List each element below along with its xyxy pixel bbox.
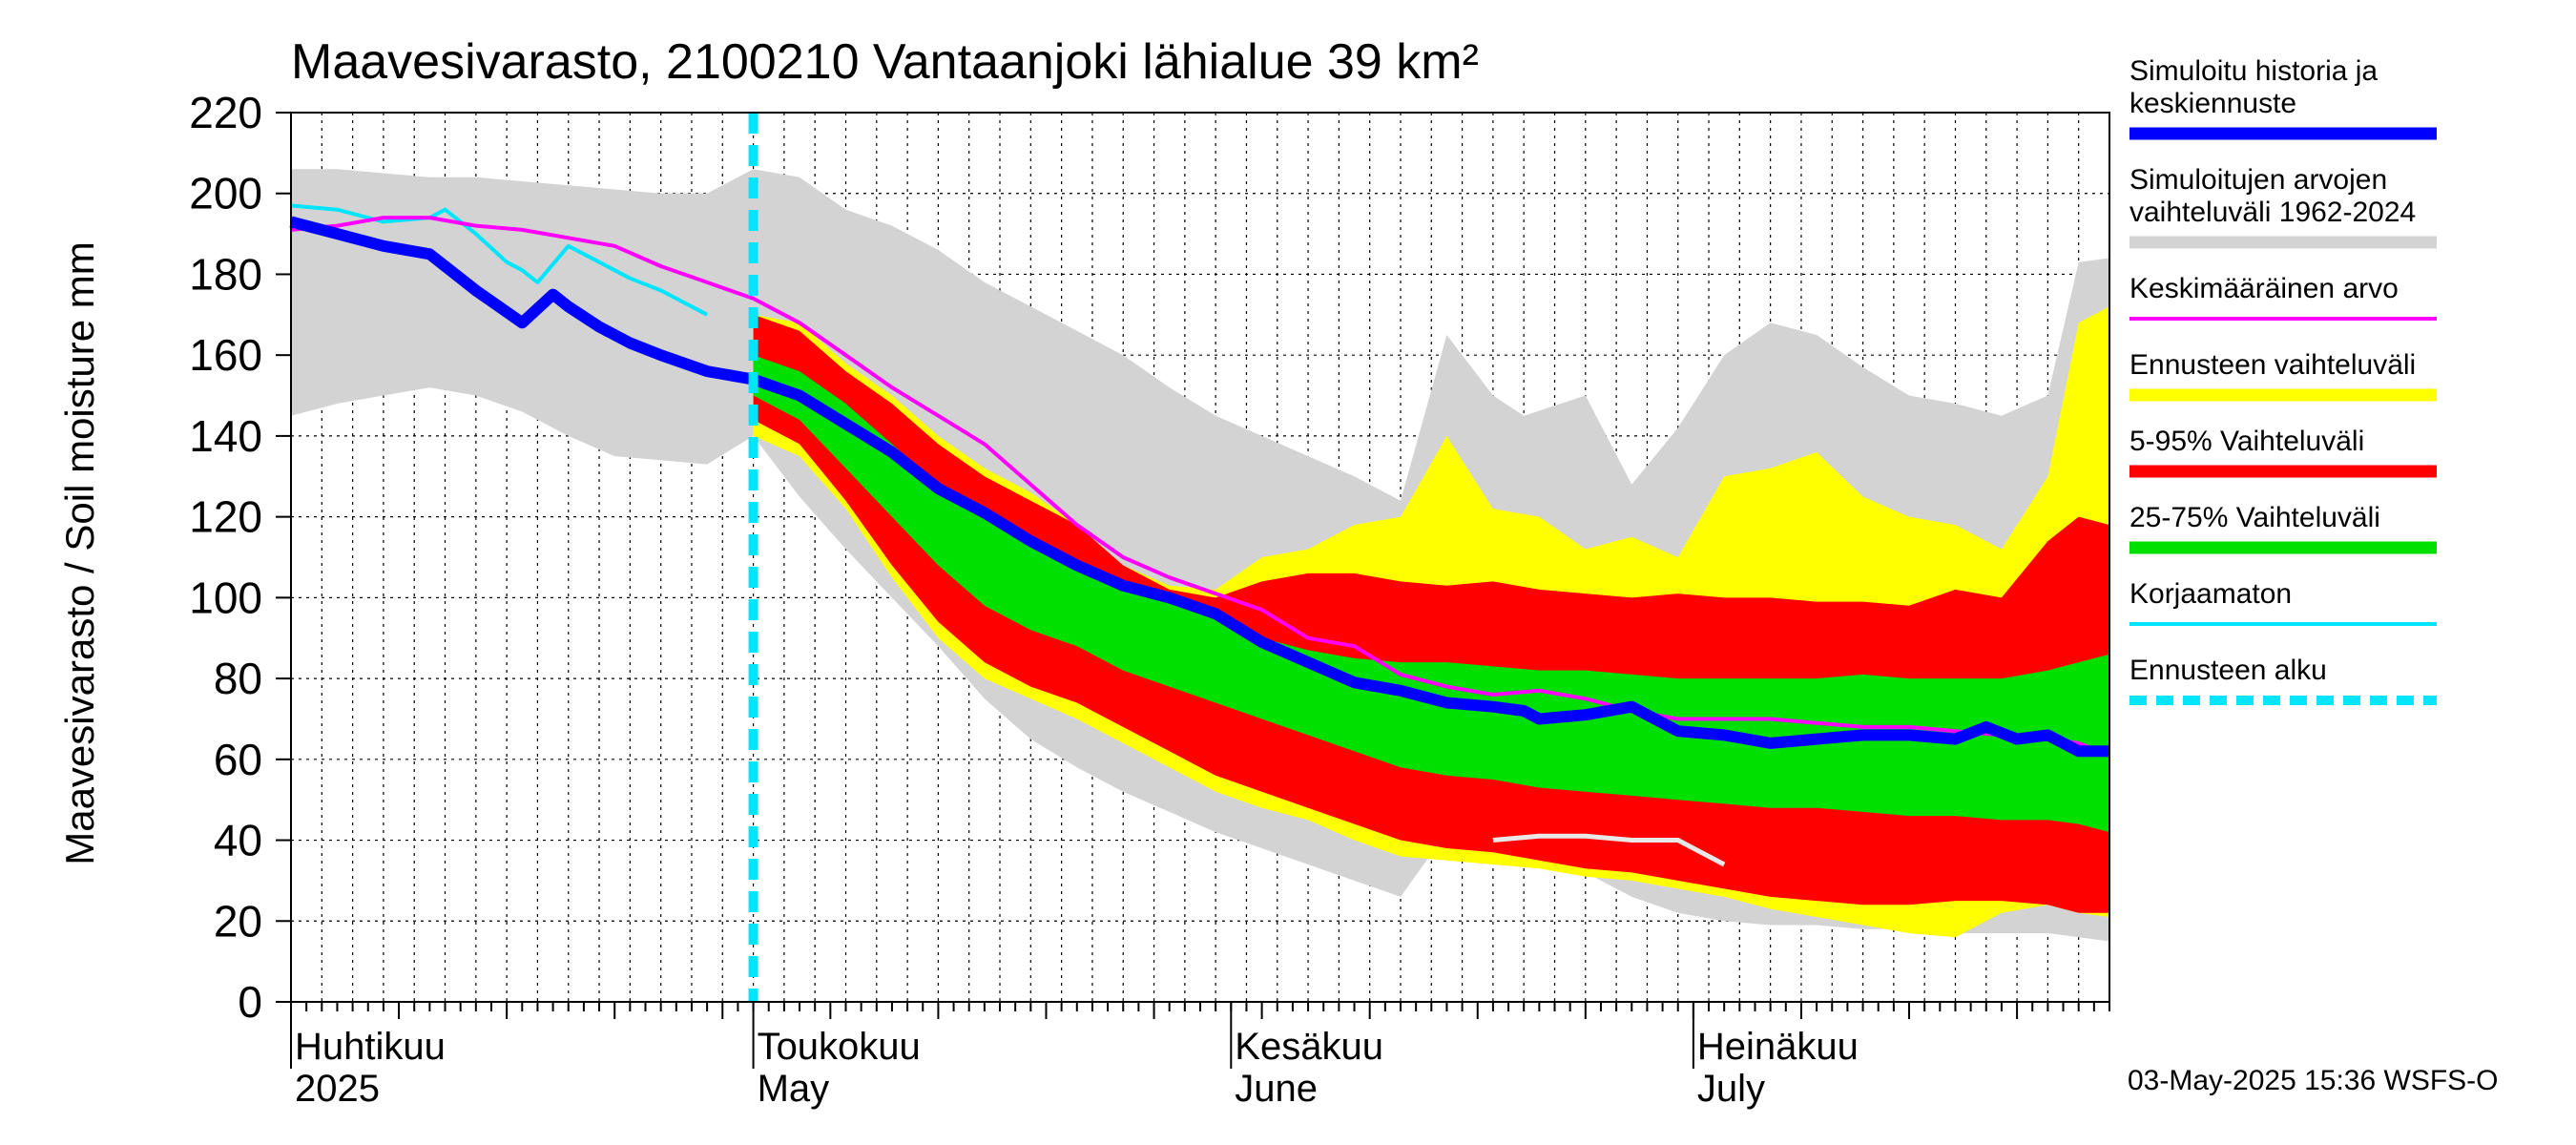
y-tick-label: 160 [189,330,262,380]
lightgray-line [1492,833,1726,867]
y-tick-label: 20 [214,896,262,946]
y-tick-label: 120 [189,492,262,542]
legend-label: Ennusteen vaihteluväli [2129,349,2416,381]
y-tick-label: 220 [189,88,262,137]
mean-line [290,216,2110,758]
legend-label: vaihteluväli 1962-2024 [2129,197,2416,228]
y-axis-label: Maavesivarasto / Soil moisture mm [57,241,102,865]
month-label-en: July [1697,1068,1765,1110]
plot-area [289,112,2110,1003]
y-tick-label: 40 [214,816,262,865]
chart-title: Maavesivarasto, 2100210 Vantaanjoki lähi… [291,34,1479,90]
y-tick-label: 80 [214,654,262,703]
month-label-fi: Heinäkuu [1697,1026,1859,1068]
y-tick-label: 140 [189,411,262,461]
y-tick-label: 0 [238,977,262,1027]
y-axis: 0 20 40 60 80 100 120 140 160 180 200 220 [189,88,291,1027]
y-tick-label: 180 [189,249,262,299]
data-bands [291,169,2109,942]
month-label-en: May [758,1068,830,1110]
uncorrected-line [290,203,709,317]
legend-label: keskiennuste [2129,88,2296,119]
month-label-fi: Kesäkuu [1235,1026,1383,1068]
data-lines [289,203,2110,867]
y-tick-label: 100 [189,572,262,622]
legend-label: Simuloitujen arvojen [2129,164,2387,196]
legend-label: 25-75% Vaihteluväli [2129,502,2380,533]
legend-label: Simuloitu historia ja [2129,55,2378,87]
timestamp: 03-May-2025 15:36 WSFS-O [2128,1065,2499,1096]
y-tick-label: 60 [214,735,262,784]
y-tick-label: 200 [189,169,262,219]
legend-label: Ennusteen alku [2129,655,2327,686]
legend-label: Keskimääräinen arvo [2129,273,2399,304]
legend-label: 5-95% Vaihteluväli [2129,426,2364,457]
legend-label: Korjaamaton [2129,578,2292,610]
month-label-fi: Toukokuu [758,1026,921,1068]
month-label-en: 2025 [295,1068,380,1110]
percentile-25-75-band [753,355,2109,833]
month-label-en: June [1235,1068,1318,1110]
month-label-fi: Huhtikuu [295,1026,446,1068]
simulated-line [289,216,2109,758]
